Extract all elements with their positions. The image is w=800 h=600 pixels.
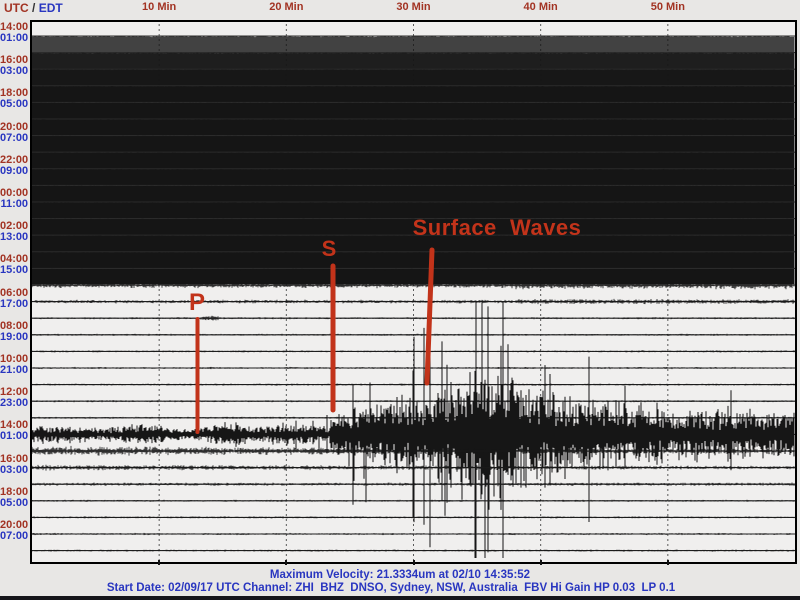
hour-label-local: 07:00 bbox=[0, 530, 29, 542]
seismic-trace bbox=[32, 499, 795, 502]
hour-label-utc: 02:00 bbox=[0, 220, 29, 233]
minute-label-20: 20 Min bbox=[269, 1, 304, 13]
seismic-trace bbox=[32, 549, 795, 552]
hour-label-utc: 22:00 bbox=[0, 153, 29, 166]
minute-tick bbox=[666, 560, 669, 565]
seismic-trace bbox=[32, 298, 795, 305]
seismic-trace bbox=[32, 333, 795, 336]
helicorder-plot-area[interactable] bbox=[30, 20, 797, 564]
seismic-trace bbox=[32, 315, 795, 321]
hour-label-local: 05:00 bbox=[0, 98, 29, 111]
hour-label-utc: 04:00 bbox=[0, 253, 29, 266]
bottom-window-edge bbox=[0, 596, 800, 600]
hour-label-utc: 06:00 bbox=[0, 286, 29, 299]
hour-label-local: 19:00 bbox=[0, 330, 29, 343]
timezone-header: UTC / EDT bbox=[4, 1, 63, 15]
hour-label-local: 15:00 bbox=[0, 264, 29, 277]
station-info-status: Start Date: 02/09/17 UTC Channel: ZHI BH… bbox=[106, 582, 676, 594]
minute-tick bbox=[412, 560, 415, 565]
seismic-trace bbox=[32, 482, 795, 486]
p-wave-annotation-label: P bbox=[188, 289, 206, 316]
hour-label-utc: 18:00 bbox=[0, 87, 29, 100]
hour-label-utc: 14:00 bbox=[0, 21, 29, 33]
earthquake-trace bbox=[32, 302, 795, 558]
hour-label-local: 13:00 bbox=[0, 231, 29, 244]
hour-label-local: 07:00 bbox=[0, 131, 29, 144]
minute-tick bbox=[285, 560, 288, 565]
hour-label-local: 01:00 bbox=[0, 430, 29, 443]
edt-label: EDT bbox=[38, 1, 63, 15]
hour-label-utc: 16:00 bbox=[0, 452, 29, 465]
hour-label-local: 01:00 bbox=[0, 32, 29, 44]
seismic-trace bbox=[32, 532, 795, 536]
hour-label-utc: 16:00 bbox=[0, 54, 29, 67]
minute-label-30: 30 Min bbox=[396, 1, 431, 13]
sw-marker-line bbox=[424, 247, 435, 386]
hour-label-local: 03:00 bbox=[0, 463, 29, 476]
seismic-trace bbox=[32, 350, 795, 353]
timezone-separator: / bbox=[28, 1, 39, 15]
utc-label: UTC bbox=[4, 1, 29, 15]
helicorder-traces bbox=[32, 24, 795, 560]
hour-label-local: 11:00 bbox=[0, 198, 28, 210]
minute-tick bbox=[158, 560, 161, 565]
seismic-trace bbox=[32, 445, 795, 456]
seismic-trace bbox=[32, 366, 795, 370]
surface-waves-annotation-label: Surface Waves bbox=[412, 215, 582, 240]
max-velocity-status: Maximum Velocity: 21.3334um at 02/10 14:… bbox=[269, 569, 531, 581]
hour-label-utc: 12:00 bbox=[0, 386, 29, 399]
hour-label-utc: 20:00 bbox=[0, 519, 29, 531]
hour-label-local: 03:00 bbox=[0, 65, 29, 78]
hour-label-utc: 14:00 bbox=[0, 419, 29, 432]
hour-label-local: 23:00 bbox=[0, 397, 29, 410]
seismic-trace bbox=[32, 383, 795, 386]
hour-label-utc: 00:00 bbox=[0, 187, 29, 199]
hour-label-utc: 08:00 bbox=[0, 319, 29, 332]
hour-label-utc: 20:00 bbox=[0, 120, 29, 133]
hour-label-local: 21:00 bbox=[0, 364, 29, 376]
seismic-trace bbox=[32, 464, 795, 471]
seismic-trace bbox=[32, 516, 795, 519]
seismic-trace bbox=[32, 284, 795, 290]
s-wave-annotation-label: S bbox=[321, 236, 337, 261]
hour-label-local: 09:00 bbox=[0, 164, 29, 177]
hour-label-local: 17:00 bbox=[0, 297, 29, 310]
seismic-trace bbox=[32, 268, 795, 284]
minute-label-40: 40 Min bbox=[523, 1, 558, 13]
hour-label-utc: 18:00 bbox=[0, 485, 29, 498]
hour-label-local: 05:00 bbox=[0, 496, 29, 509]
hour-label-utc: 10:00 bbox=[0, 353, 29, 365]
minute-label-50: 50 Min bbox=[650, 1, 685, 13]
minute-tick bbox=[539, 560, 542, 565]
minute-label-10: 10 Min bbox=[142, 1, 177, 13]
